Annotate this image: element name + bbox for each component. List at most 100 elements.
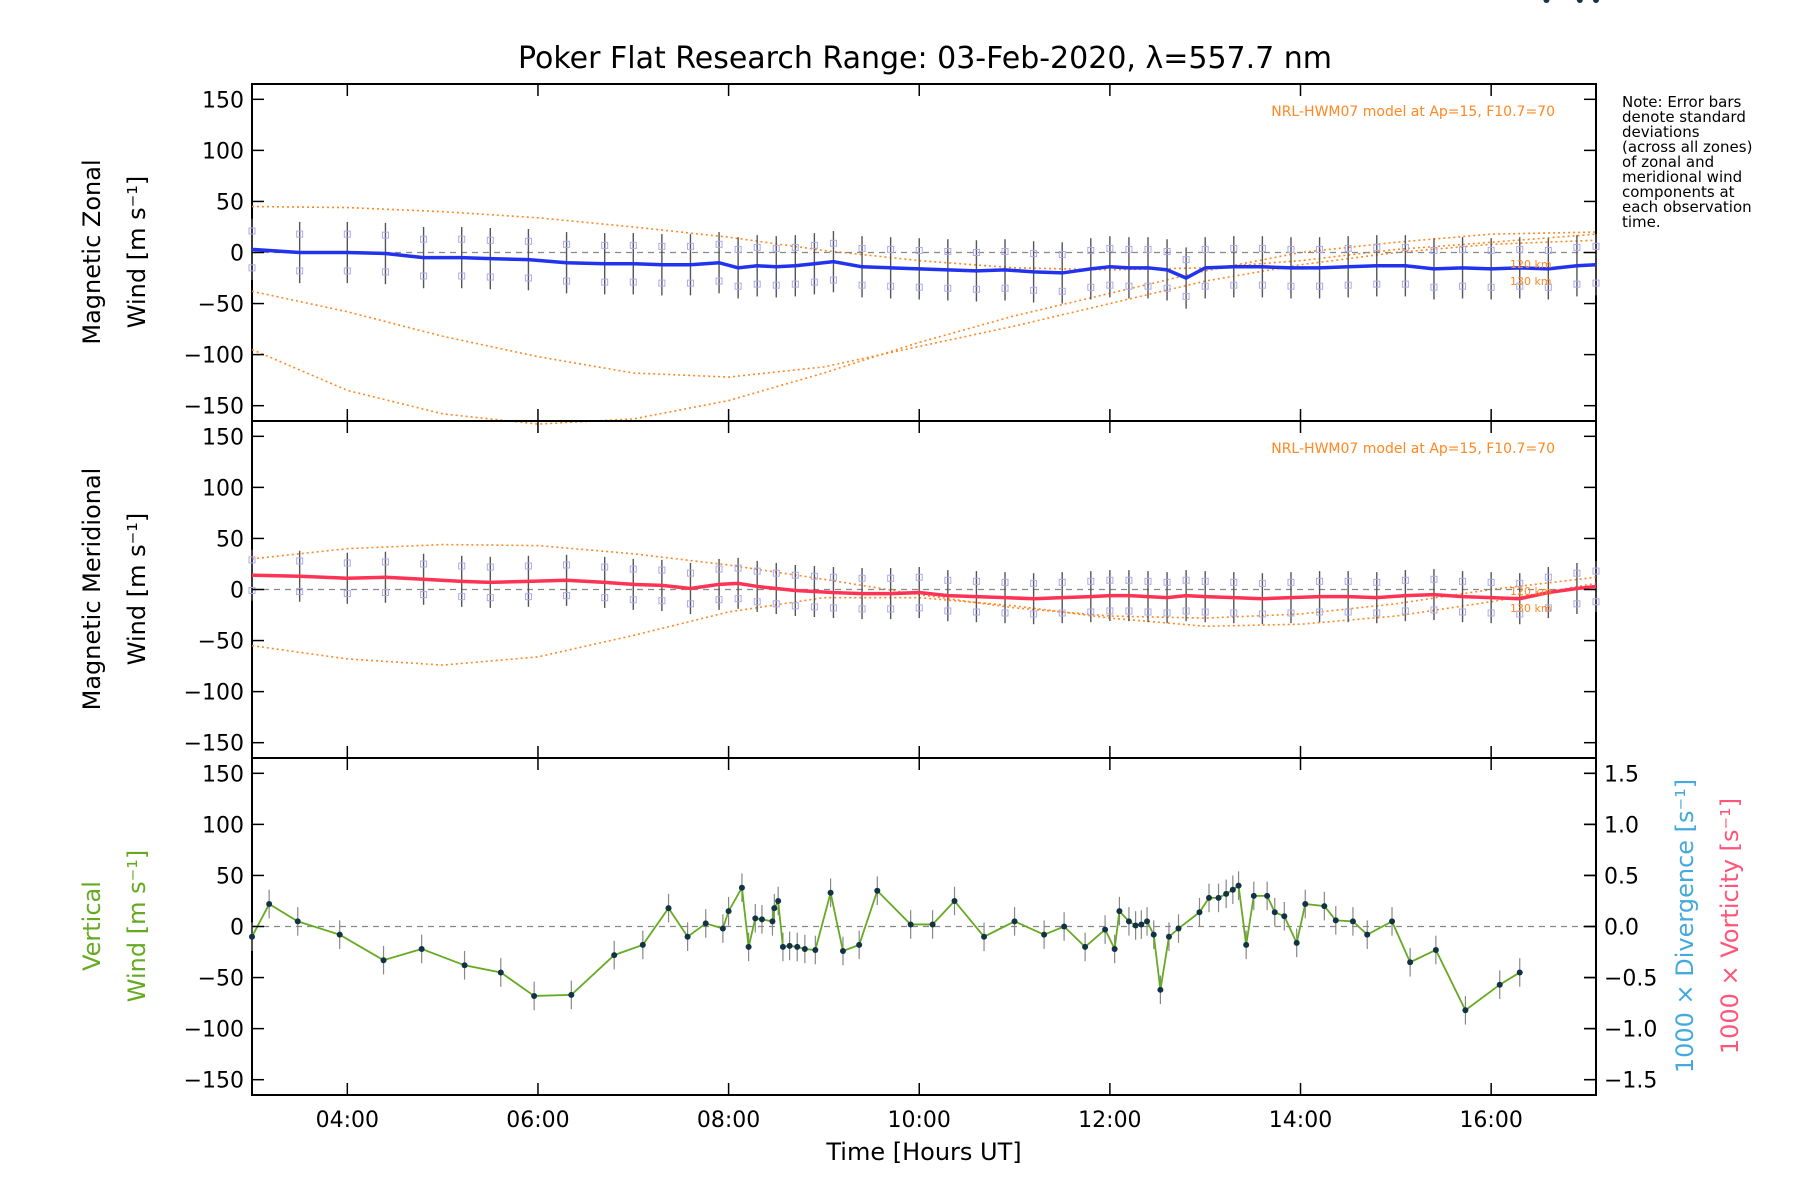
data-point	[1157, 986, 1164, 993]
zone-point	[1230, 578, 1238, 586]
zone-point	[381, 589, 389, 597]
y-tick-label: −100	[184, 1018, 244, 1043]
zone-point	[1125, 607, 1133, 615]
zone-point	[1087, 283, 1095, 291]
zone-point	[343, 590, 351, 598]
zone-point	[1430, 246, 1438, 254]
zonal-marks	[248, 218, 1600, 309]
meridional-model-note: NRL-HWM07 model at Ap=15, F10.7=70	[1271, 441, 1555, 457]
data-point	[812, 946, 819, 953]
data-point	[1144, 918, 1151, 925]
zone-point	[829, 276, 837, 284]
zone-point	[915, 604, 923, 612]
zone-point	[1459, 282, 1467, 290]
data-point	[611, 952, 618, 959]
note-line: of zonal and	[1622, 153, 1714, 171]
zone-point	[1087, 246, 1095, 254]
zone-point	[343, 267, 351, 275]
data-point	[769, 918, 776, 925]
zone-point	[1573, 243, 1581, 251]
zone-point	[1487, 609, 1495, 617]
zone-point	[1544, 604, 1552, 612]
data-point	[1229, 886, 1236, 893]
zone-point	[1287, 578, 1295, 586]
data-point	[1011, 918, 1018, 925]
zone-point	[658, 242, 666, 250]
vertical-yticks: −150 −100 −50 0 50 100 150	[184, 762, 1596, 1094]
right-y-tick-label: −1.5	[1604, 1069, 1657, 1094]
data-point	[1243, 941, 1250, 948]
zone-point	[1401, 243, 1409, 251]
x-tick-label: 16:00	[1459, 1108, 1522, 1133]
model-line-model_130km	[251, 231, 1597, 425]
x-axis-label: Time [Hours UT]	[825, 1138, 1021, 1166]
zone-point	[601, 278, 609, 286]
meridional-yticks: −150 −100 −50 0 50 100 150	[184, 425, 1596, 757]
zone-point	[772, 244, 780, 252]
zone-point	[734, 245, 742, 253]
y-tick-label: 50	[216, 190, 244, 215]
zone-point	[1316, 608, 1324, 616]
zone-point	[420, 560, 428, 568]
zone-point	[1258, 579, 1266, 587]
x-axis: 04:00 06:00 08:00 10:00 12:00 14:00 16:00	[316, 84, 1523, 1133]
zone-point	[1106, 576, 1114, 584]
data-point	[1111, 945, 1118, 952]
zone-point	[1544, 283, 1552, 291]
zone-point	[1163, 247, 1171, 255]
zone-point	[486, 236, 494, 244]
zone-point	[658, 279, 666, 287]
zone-point	[1106, 244, 1114, 252]
data-point	[951, 897, 958, 904]
y-tick-label: −150	[184, 1069, 244, 1094]
zone-point	[1487, 246, 1495, 254]
zone-point	[915, 246, 923, 254]
data-point	[665, 905, 672, 912]
zone-point	[601, 241, 609, 249]
zone-point	[1201, 245, 1209, 253]
zone-point	[524, 274, 532, 282]
zone-point	[563, 240, 571, 248]
zone-point	[1125, 282, 1133, 290]
zone-point	[458, 562, 466, 570]
y-tick-label: −150	[184, 732, 244, 757]
y-tick-label: 0	[230, 916, 244, 941]
zone-point	[772, 600, 780, 608]
zone-point	[1373, 578, 1381, 586]
series-line	[251, 573, 1597, 601]
zone-point	[1182, 292, 1190, 300]
zone-point	[715, 565, 723, 573]
data-point	[1432, 946, 1439, 953]
zone-point	[1316, 245, 1324, 253]
zone-point	[858, 244, 866, 252]
data-point	[1281, 913, 1288, 920]
data-point	[1349, 918, 1356, 925]
zone-point	[1516, 282, 1524, 290]
data-point	[981, 933, 988, 940]
note-line: (across all zones)	[1622, 138, 1752, 156]
data-point	[1593, 0, 1599, 3]
zone-point	[1401, 280, 1409, 288]
chart-title: Poker Flat Research Range: 03-Feb-2020, …	[518, 41, 1332, 76]
meridional-model-lines	[251, 543, 1597, 666]
data-point	[758, 916, 765, 923]
zone-point	[1287, 282, 1295, 290]
zone-point	[629, 565, 637, 573]
data-point	[1125, 918, 1132, 925]
zone-point	[1487, 283, 1495, 291]
zone-point	[563, 277, 571, 285]
zone-point	[1125, 576, 1133, 584]
zone-point	[1516, 579, 1524, 587]
zonal-yticks: −150 −100 −50 0 50 100 150	[184, 88, 1596, 420]
zone-point	[1001, 247, 1009, 255]
zone-point	[248, 227, 256, 235]
zone-point	[1163, 578, 1171, 586]
zone-point	[1573, 600, 1581, 608]
data-point	[1250, 892, 1257, 899]
zone-point	[1344, 577, 1352, 585]
data-point	[1543, 0, 1550, 3]
data-point	[639, 941, 646, 948]
zone-point	[524, 237, 532, 245]
zone-point	[458, 593, 466, 601]
